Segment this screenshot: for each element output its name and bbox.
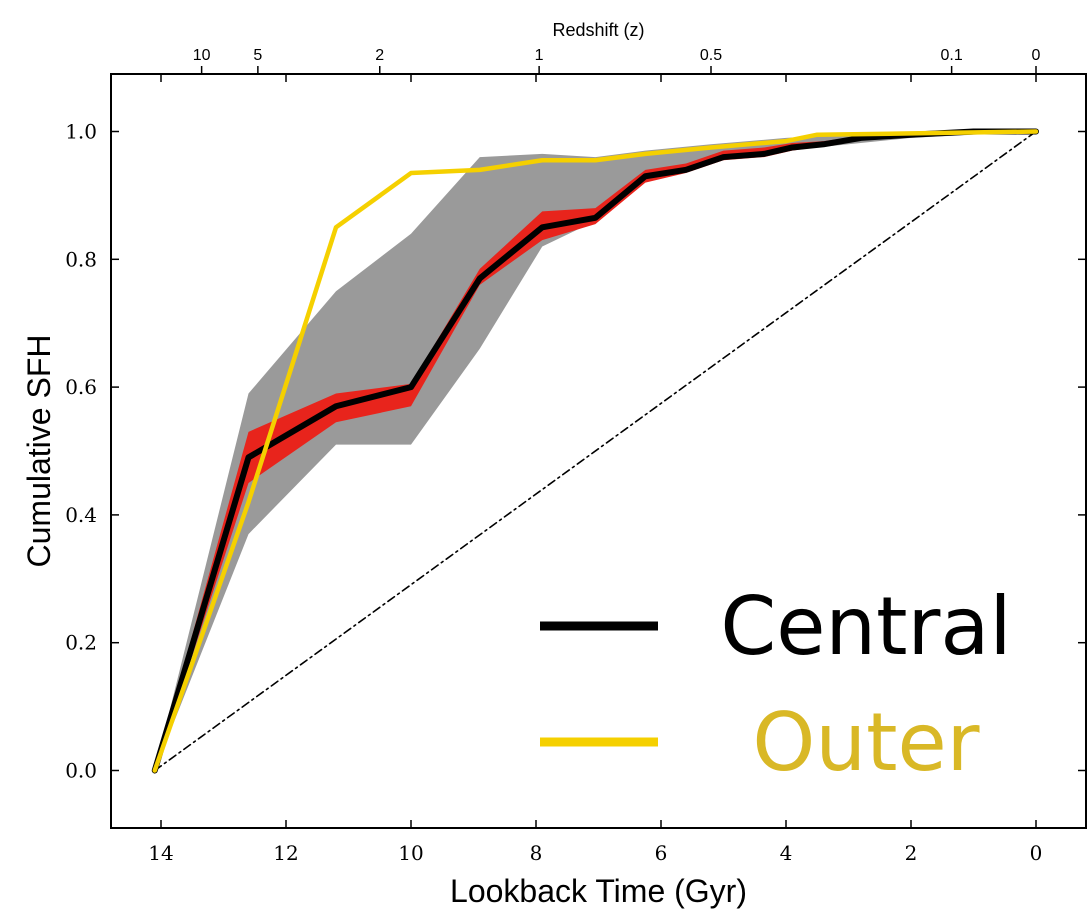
y-tick-label: 1.0 (65, 120, 97, 144)
y-tick-label: 0.4 (65, 503, 97, 527)
ticks-layer: 14 12 10 8 6 4 2 0 0.0 0.2 0.4 0.6 0.8 1.0 10 5 2 1 0.5 0.1… (65, 47, 1086, 865)
y-tick-label: 0.8 (65, 247, 97, 271)
plot-layer (151, 128, 1039, 774)
top-tick-label: 0.1 (941, 47, 963, 64)
plot-frame (110, 73, 1087, 829)
top-tick-label: 1 (535, 47, 544, 64)
x-tick-label: 4 (780, 841, 793, 865)
x-tick-label: 2 (905, 841, 918, 865)
legend-label-outer: Outer (752, 696, 979, 789)
x-tick-label: 8 (530, 841, 543, 865)
y-tick-label: 0.0 (65, 758, 97, 782)
y-tick-label: 0.6 (65, 375, 97, 399)
top-tick-label: 10 (193, 47, 211, 64)
top-tick-label: 0 (1032, 47, 1041, 64)
y-axis-label: Cumulative SFH (21, 335, 57, 568)
top-tick-label: 2 (375, 47, 384, 64)
series-line-central (151, 128, 1039, 774)
x-tick-label: 6 (655, 841, 668, 865)
x-tick-label: 14 (148, 841, 173, 865)
x-tick-label: 12 (273, 841, 298, 865)
reference-dash-dot-line (153, 130, 1037, 772)
series-line-outer (152, 129, 1039, 773)
top-tick-label: 5 (253, 47, 262, 64)
y-tick-label: 0.2 (65, 631, 97, 655)
x-tick-label: 0 (1030, 841, 1043, 865)
band-0 (154, 131, 1036, 771)
top-tick-label: 0.5 (700, 47, 722, 64)
legend: Central Outer (540, 580, 1012, 789)
legend-label-central: Central (720, 580, 1011, 673)
x-axis-label: Lookback Time (Gyr) (450, 873, 747, 909)
top-axis-label: Redshift (z) (552, 20, 644, 40)
x-tick-label: 10 (398, 841, 423, 865)
